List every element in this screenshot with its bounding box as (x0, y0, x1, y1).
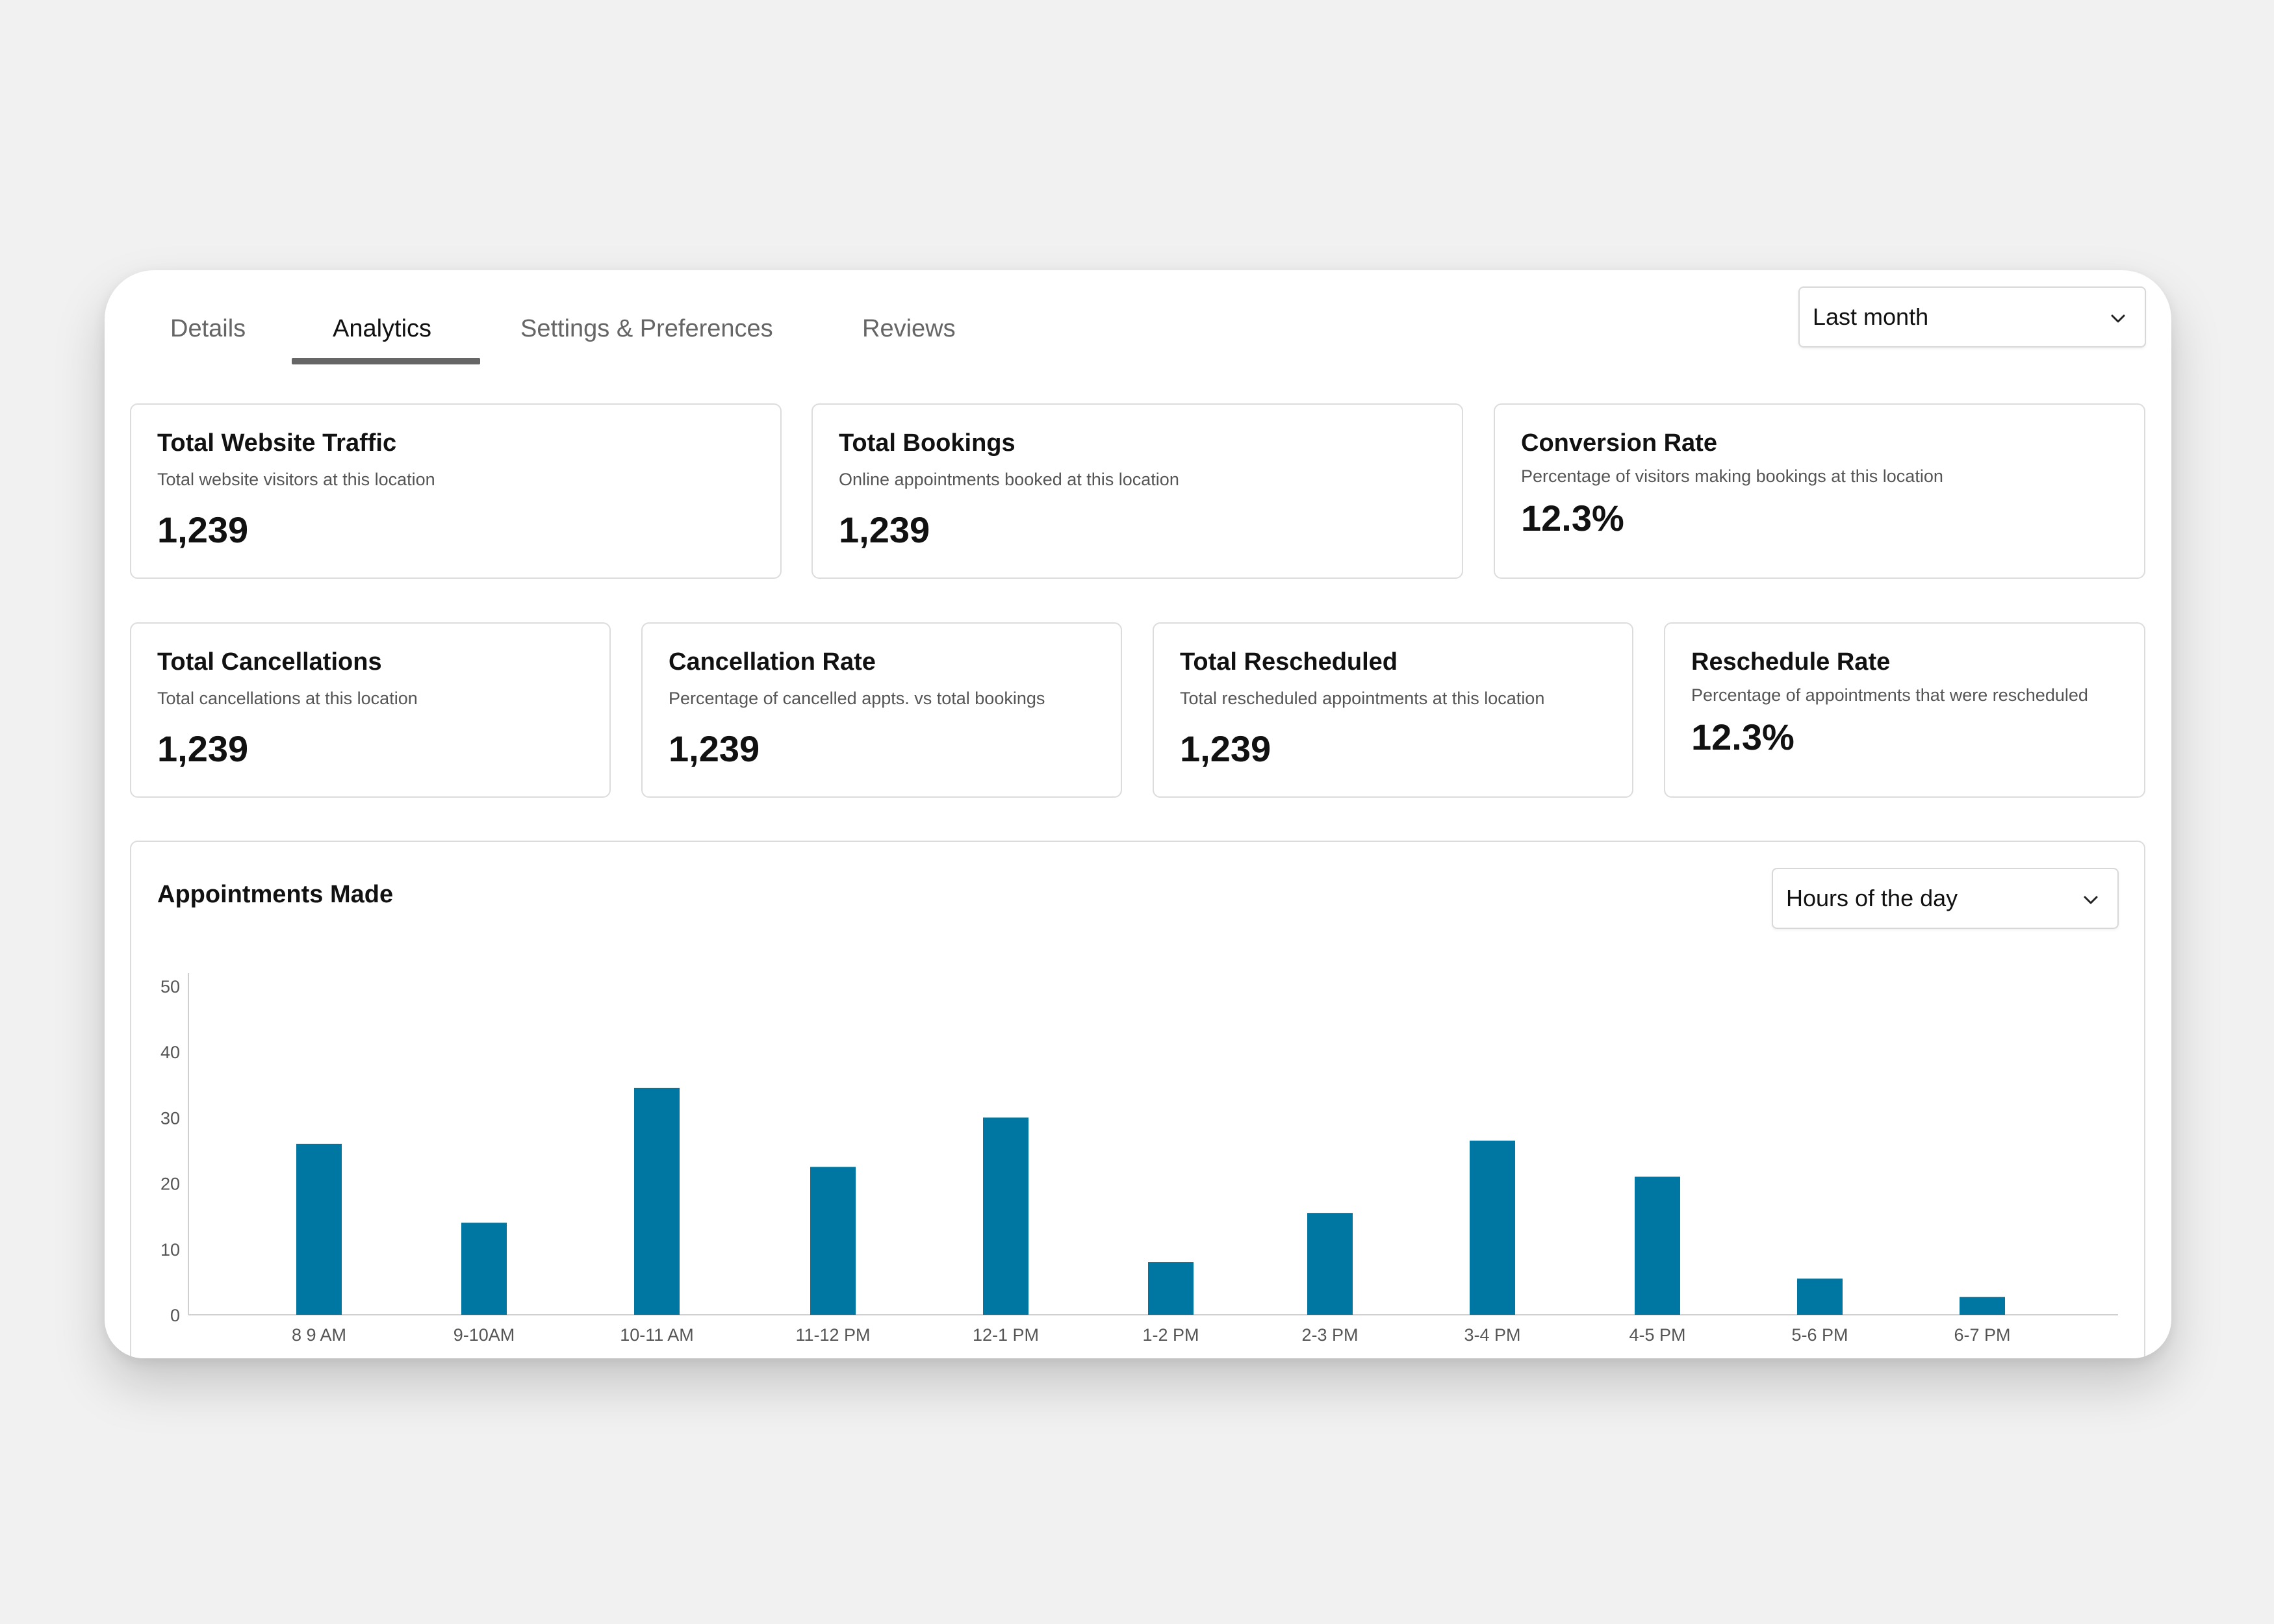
x-tick-label: 8 9 AM (292, 1325, 346, 1345)
x-tick-label: 10-11 AM (620, 1325, 694, 1345)
metric-subtitle: Total website visitors at this location (157, 470, 435, 489)
bar (1307, 1213, 1353, 1315)
x-tick-label: 5-6 PM (1791, 1325, 1848, 1345)
metric-title: Cancellation Rate (669, 648, 876, 676)
metric-conversion-rate: Conversion Rate Percentage of visitors m… (1494, 403, 2145, 579)
metric-subtitle: Total rescheduled appointments at this l… (1180, 689, 1545, 708)
appointments-chart-panel: Appointments Made Hours of the day 0 10 20… (130, 841, 2145, 1358)
bar (634, 1087, 680, 1315)
metric-subtitle: Total cancellations at this location (157, 689, 418, 708)
metric-subtitle: Percentage of appointments that were res… (1691, 685, 2088, 705)
x-tick-label: 6-7 PM (1954, 1325, 2010, 1345)
bar (461, 1223, 507, 1315)
metric-value: 1,239 (1180, 728, 1271, 769)
range-select-value: Hours of the day (1786, 885, 1958, 911)
metric-title: Total Bookings (839, 429, 1016, 457)
metric-subtitle: Percentage of visitors making bookings a… (1521, 466, 1943, 486)
x-tick-label: 12-1 PM (973, 1325, 1039, 1345)
x-tick-label: 11-12 PM (795, 1325, 870, 1345)
appointments-bar-chart: 0 10 20 30 40 50 8 9 AM 9-10AM 10-11 AM 11-12 PM 1… (160, 973, 2118, 1345)
metric-total-website-traffic: Total Website Traffic Total website visi… (130, 403, 782, 579)
metric-value: 1,239 (157, 509, 249, 550)
metric-total-cancellations: Total Cancellations Total cancellations … (130, 622, 611, 798)
metric-subtitle: Percentage of cancelled appts. vs total … (669, 689, 1045, 708)
period-select-value: Last month (1813, 303, 1929, 330)
metric-total-rescheduled: Total Rescheduled Total rescheduled appo… (1153, 622, 1633, 798)
metric-title: Conversion Rate (1521, 429, 1717, 457)
bar (1148, 1262, 1194, 1315)
metric-reschedule-rate: Reschedule Rate Percentage of appointmen… (1664, 622, 2145, 798)
bar (1635, 1176, 1680, 1315)
metric-subtitle: Online appointments booked at this locat… (839, 470, 1179, 489)
y-tick-label: 30 (160, 1108, 180, 1128)
y-tick-label: 20 (160, 1174, 180, 1194)
y-tick-label: 50 (160, 977, 180, 996)
x-tick-label: 9-10AM (454, 1325, 515, 1345)
metric-value: 1,239 (157, 728, 249, 769)
y-tick-label: 10 (160, 1240, 180, 1260)
y-tick-label: 40 (160, 1043, 180, 1062)
y-tick-label: 0 (170, 1306, 180, 1325)
metric-cancellation-rate: Cancellation Rate Percentage of cancelle… (641, 622, 1122, 798)
tab-reviews[interactable]: Reviews (862, 315, 956, 342)
metric-value: 1,239 (669, 728, 760, 769)
metric-value: 1,239 (839, 509, 930, 550)
tab-settings-preferences[interactable]: Settings & Preferences (520, 315, 773, 342)
metric-title: Total Cancellations (157, 648, 382, 676)
chevron-down-icon (2111, 314, 2125, 323)
chevron-down-icon (2084, 896, 2098, 904)
range-select[interactable]: Hours of the day (1772, 868, 2119, 929)
analytics-card: Details Analytics Settings & Preferences… (105, 270, 2171, 1358)
tab-details[interactable]: Details (170, 315, 246, 342)
chart-title: Appointments Made (157, 881, 394, 908)
bar (296, 1143, 342, 1315)
x-tick-label: 4-5 PM (1629, 1325, 1685, 1345)
x-tick-label: 1-2 PM (1142, 1325, 1199, 1345)
metric-value: 12.3% (1521, 498, 1624, 539)
bar (1960, 1297, 2005, 1315)
metric-title: Reschedule Rate (1691, 648, 1891, 676)
bar (1797, 1278, 1843, 1315)
x-tick-label: 3-4 PM (1464, 1325, 1520, 1345)
metric-title: Total Website Traffic (157, 429, 397, 457)
metric-title: Total Rescheduled (1180, 648, 1398, 676)
metric-value: 12.3% (1691, 717, 1795, 757)
bar (1470, 1140, 1515, 1315)
period-select[interactable]: Last month (1798, 286, 2146, 348)
x-tick-label: 2-3 PM (1301, 1325, 1358, 1345)
active-tab-indicator (292, 358, 480, 364)
bar (983, 1117, 1028, 1315)
metric-total-bookings: Total Bookings Online appointments booke… (811, 403, 1463, 579)
bar (810, 1167, 856, 1315)
tab-analytics[interactable]: Analytics (333, 315, 432, 342)
